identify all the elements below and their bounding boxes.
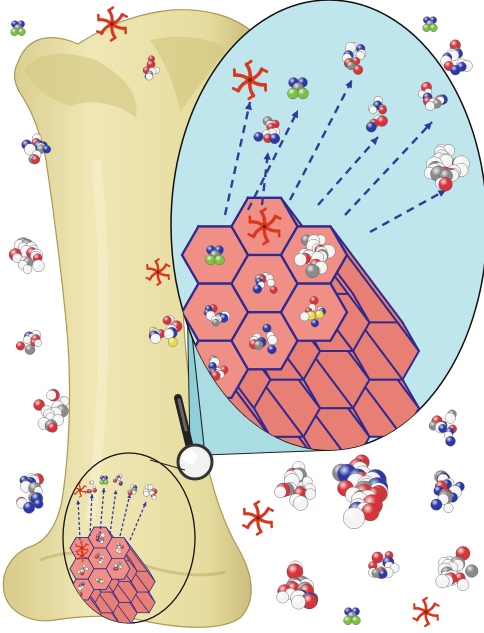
- small-molecule-icon: [15, 330, 42, 355]
- star-molecule-icon: [75, 540, 89, 556]
- star-molecule-icon: [247, 207, 282, 246]
- small-molecule-icon: [253, 116, 281, 144]
- small-molecule-icon: [343, 607, 361, 626]
- small-molecule-icon: [440, 39, 473, 76]
- small-molecule-icon: [112, 473, 123, 486]
- release-arrow: [109, 489, 118, 535]
- large-cluster-icon: [332, 454, 389, 529]
- large-cluster-icon: [294, 234, 336, 278]
- star-molecule-icon: [231, 59, 269, 101]
- release-arrow: [89, 493, 94, 537]
- small-molecule-icon: [86, 480, 98, 494]
- small-molecule-icon: [418, 81, 448, 111]
- release-arrow: [317, 136, 379, 206]
- release-arrow: [344, 121, 433, 216]
- small-molecule-icon: [77, 564, 89, 576]
- release-arrow: [288, 79, 354, 201]
- release-arrow: [369, 188, 447, 234]
- bone-inset-lens: [62, 452, 196, 624]
- scaffold-pore: [279, 282, 349, 342]
- small-molecule-icon: [428, 409, 457, 447]
- release-arrow: [129, 501, 147, 541]
- release-arrow: [76, 499, 81, 541]
- star-molecule-icon: [76, 549, 88, 563]
- small-molecule-icon: [16, 473, 44, 514]
- release-arrow: [99, 487, 106, 535]
- small-molecule-icon: [205, 245, 225, 266]
- small-molecule-icon: [115, 541, 124, 554]
- small-molecule-icon: [95, 532, 106, 544]
- bone-trochanter-ridge: [150, 36, 226, 112]
- large-cluster-icon: [423, 143, 470, 192]
- magnifier-icon: [174, 394, 214, 481]
- release-arrow: [260, 151, 271, 206]
- small-molecule-icon: [95, 577, 105, 584]
- small-molecule-icon: [10, 20, 26, 36]
- small-molecule-icon: [299, 296, 327, 328]
- small-molecule-icon: [341, 42, 367, 75]
- small-molecule-icon: [143, 484, 158, 501]
- small-molecule-icon: [77, 582, 85, 597]
- release-arrow: [246, 109, 300, 211]
- small-molecule-icon: [203, 304, 231, 327]
- large-cluster-icon: [8, 237, 45, 274]
- star-molecule-icon: [145, 258, 171, 286]
- large-cluster-icon: [435, 546, 479, 591]
- bone-head-shading: [24, 53, 137, 118]
- small-molecule-icon: [33, 388, 70, 433]
- small-molecule-icon: [274, 461, 316, 511]
- small-molecule-icon: [127, 484, 138, 496]
- release-arrow: [223, 101, 252, 216]
- star-molecule-icon: [96, 6, 128, 42]
- small-molecule-icon: [252, 272, 278, 294]
- star-molecule-icon: [412, 596, 440, 628]
- small-molecule-icon: [287, 77, 309, 100]
- small-molecule-icon: [249, 323, 278, 355]
- small-molecule-icon: [21, 133, 51, 165]
- small-molecule-icon: [112, 562, 123, 571]
- small-molecule-icon: [430, 470, 465, 513]
- small-molecule-icon: [276, 560, 319, 610]
- released-molecules: [8, 6, 479, 628]
- small-molecule-icon: [94, 552, 105, 565]
- inset-to-magnifier-line: [149, 459, 186, 471]
- small-molecule-icon: [422, 16, 438, 32]
- small-molecule-icon: [148, 314, 183, 347]
- star-molecule-icon: [242, 500, 274, 536]
- small-molecule-icon: [365, 96, 388, 133]
- small-molecule-icon: [99, 475, 109, 485]
- small-molecule-icon: [142, 55, 160, 81]
- small-molecule-icon: [368, 551, 400, 579]
